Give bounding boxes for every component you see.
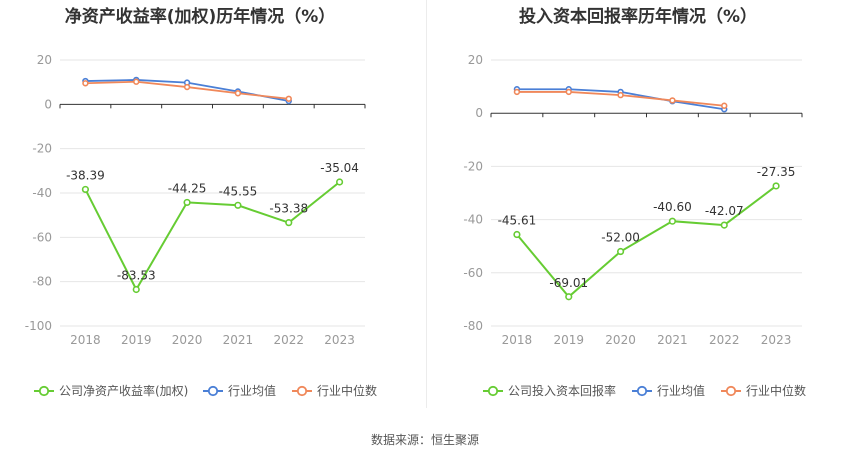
x-tick-label: 2023 <box>761 333 792 347</box>
data-source-note: 数据来源：恒生聚源 <box>370 433 479 447</box>
data-label: -35.04 <box>320 161 359 175</box>
y-tick-label: 0 <box>44 97 52 111</box>
data-point-industry_median <box>669 97 676 104</box>
data-label: -38.39 <box>66 168 105 182</box>
roic-chart: 20 0 -20 -40 -60 -80 2018 2019 2020 2021 2022 2023 -… <box>463 53 806 398</box>
y-tick-label: -20 <box>463 159 483 173</box>
legend-item-industry_median[interactable]: 行业中位数 <box>721 383 806 398</box>
data-point-industry_median <box>234 90 242 97</box>
y-tick-label: -20 <box>32 142 52 156</box>
legend-item-industry_median[interactable]: 行业中位数 <box>292 383 377 398</box>
data-label: -27.35 <box>757 165 796 179</box>
data-point-company <box>513 230 521 239</box>
legend-item-company[interactable]: 公司净资产收益率(加权) <box>34 383 188 398</box>
x-tick-label: 2021 <box>657 333 688 347</box>
y-tick-label: -40 <box>463 213 483 227</box>
data-point-industry_median <box>565 88 572 96</box>
legend-marker-icon <box>296 385 308 397</box>
data-label: -52.00 <box>601 231 640 245</box>
legend-item-industry_avg[interactable]: 行业均值 <box>632 383 705 398</box>
y-tick-label: 20 <box>468 53 483 67</box>
legend-label: 行业均值 <box>657 383 705 398</box>
y-tick-label: 0 <box>475 106 483 120</box>
data-label: -42.07 <box>705 204 744 218</box>
data-point-industry_median <box>82 80 89 87</box>
roe-chart: 20 0 -20 -40 -60 -80 -100 2018 2019 2020 2021 2022 2… <box>25 53 377 398</box>
legend-marker-icon <box>636 385 648 397</box>
x-tick-label: 2019 <box>553 333 584 347</box>
legend-label: 行业均值 <box>228 383 276 398</box>
data-point-industry_median <box>721 102 728 109</box>
legend-label: 公司净资产收益率(加权) <box>59 383 188 398</box>
chart-divider <box>426 0 427 408</box>
data-point-company <box>772 182 780 190</box>
data-point-company <box>234 201 242 209</box>
data-point-company <box>81 185 90 194</box>
data-label: -44.25 <box>168 181 207 195</box>
data-label: -69.01 <box>549 276 588 290</box>
x-tick-label: 2020 <box>172 333 203 347</box>
data-point-industry_median <box>513 88 521 96</box>
legend-marker-icon <box>487 385 499 397</box>
x-tick-label: 2018 <box>70 333 101 347</box>
y-tick-label: -60 <box>32 230 52 244</box>
data-label: -40.60 <box>653 200 692 214</box>
y-tick-label: -100 <box>25 319 52 333</box>
data-label: -83.53 <box>117 268 156 282</box>
data-point-company <box>335 178 344 186</box>
data-point-company <box>132 285 140 294</box>
series-line-company <box>516 185 777 299</box>
x-tick-label: 2021 <box>223 333 254 347</box>
data-point-company <box>616 247 625 256</box>
y-tick-label: -80 <box>32 275 52 289</box>
legend-marker-icon <box>725 385 737 397</box>
data-point-industry_median <box>183 83 191 91</box>
x-tick-label: 2022 <box>709 333 740 347</box>
x-tick-label: 2020 <box>605 333 636 347</box>
y-tick-label: -40 <box>32 186 52 200</box>
series-line-company <box>84 181 341 292</box>
chart-title-roe: 净资产收益率(加权)历年情况（%） <box>64 7 336 27</box>
legend-label: 公司投入资本回报率 <box>508 383 616 398</box>
data-point-company <box>285 219 293 227</box>
legend-marker-icon <box>207 385 219 397</box>
data-label: -53.38 <box>269 202 308 216</box>
legend-marker-icon <box>38 385 50 397</box>
data-point-industry_median <box>285 95 292 102</box>
chart-title-roic: 投入资本回报率历年情况（%） <box>518 7 758 27</box>
y-tick-label: -60 <box>463 266 483 280</box>
data-point-company <box>183 198 191 207</box>
legend-item-company[interactable]: 公司投入资本回报率 <box>483 383 616 398</box>
y-tick-label: 20 <box>37 53 52 67</box>
data-point-company <box>720 221 728 229</box>
legend-label: 行业中位数 <box>746 383 806 398</box>
x-tick-label: 2019 <box>121 333 152 347</box>
data-point-industry_median <box>617 91 624 99</box>
legend-label: 行业中位数 <box>317 383 377 398</box>
x-tick-label: 2018 <box>502 333 533 347</box>
x-tick-label: 2023 <box>324 333 355 347</box>
data-point-company <box>565 293 573 301</box>
legend-item-industry_avg[interactable]: 行业均值 <box>203 383 276 398</box>
data-label: -45.61 <box>498 214 537 228</box>
data-label: -45.55 <box>219 184 258 198</box>
y-tick-label: -80 <box>463 319 483 333</box>
data-point-industry_median <box>133 78 140 85</box>
data-point-company <box>668 217 677 225</box>
x-tick-label: 2022 <box>273 333 304 347</box>
